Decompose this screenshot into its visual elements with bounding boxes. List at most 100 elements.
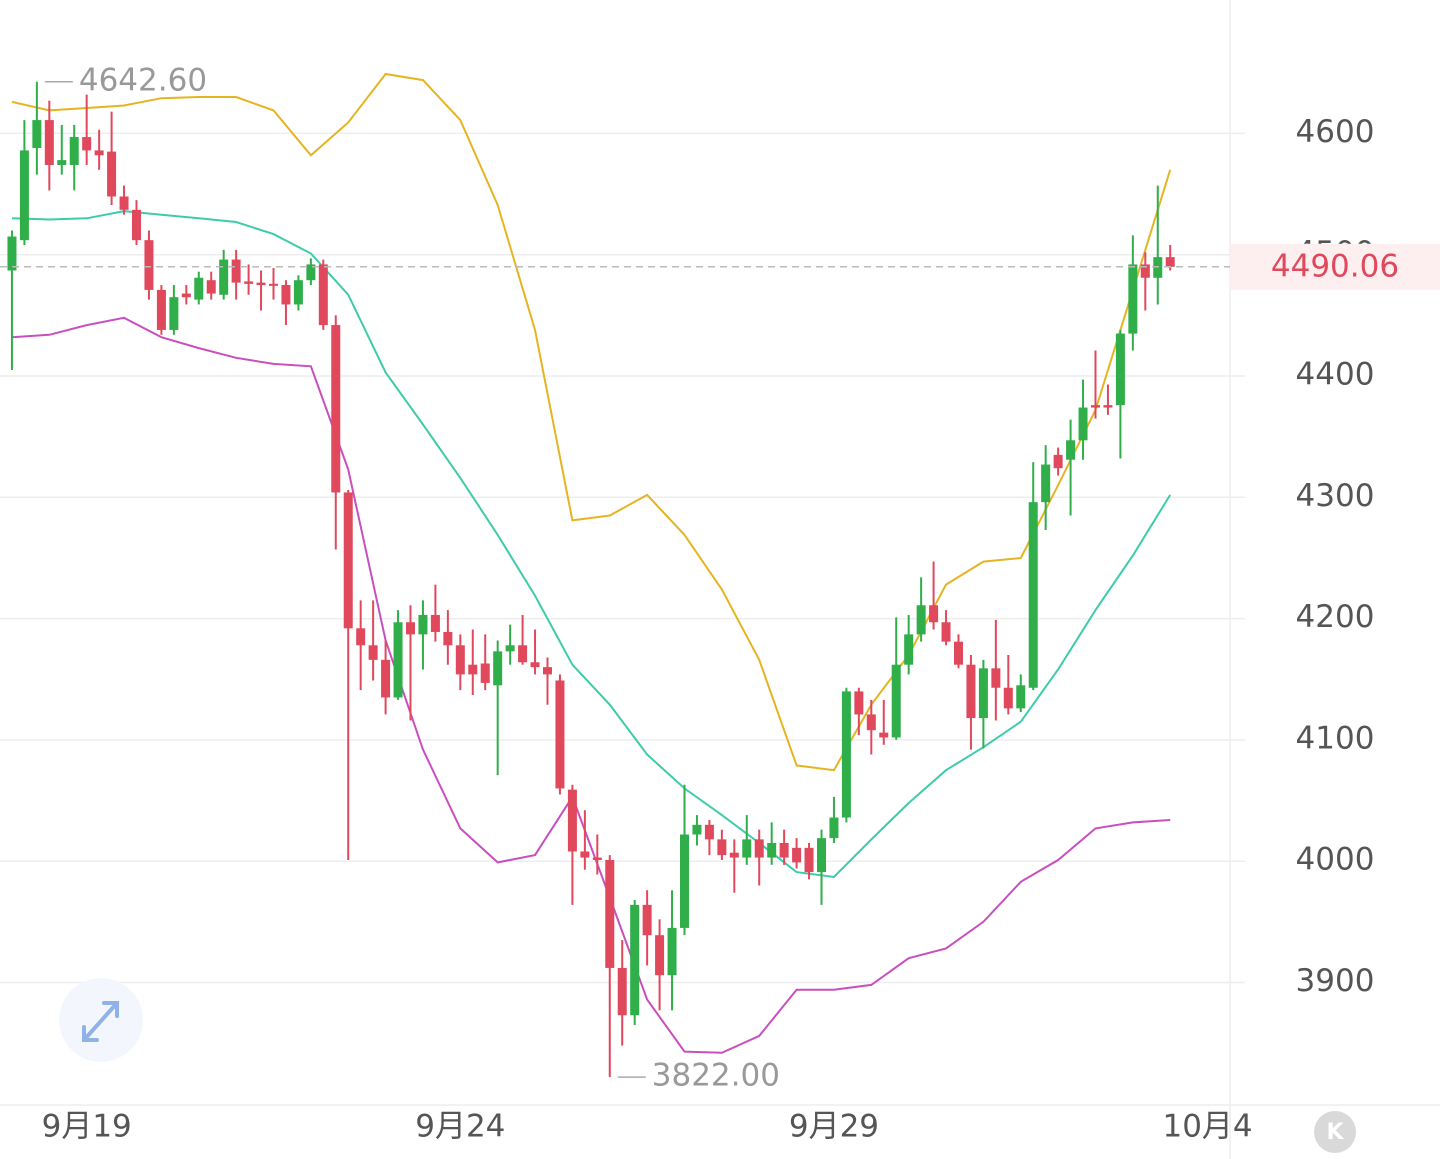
annotation-label: 3822.00 xyxy=(652,1058,780,1094)
candle-body xyxy=(879,732,889,738)
candle-body xyxy=(1078,407,1088,441)
candle-body xyxy=(1053,454,1063,469)
candle-body xyxy=(1028,502,1038,688)
svg-text:K: K xyxy=(1326,1120,1344,1145)
candle-body xyxy=(567,789,577,852)
candle-body xyxy=(592,857,602,860)
y-tick-label: 4000 xyxy=(1296,842,1375,878)
candle-body xyxy=(655,935,665,976)
y-tick-label: 3900 xyxy=(1296,963,1375,999)
candle-body xyxy=(306,264,316,281)
candle-body xyxy=(729,852,739,858)
candle-body xyxy=(717,839,727,856)
candle-body xyxy=(256,282,266,286)
x-tick-label: 9月24 xyxy=(415,1109,505,1145)
candle-body xyxy=(82,137,92,151)
candle-body xyxy=(1041,464,1051,503)
candle-body xyxy=(144,240,154,290)
candle-body xyxy=(929,605,939,623)
candle-body xyxy=(742,839,752,858)
candle-body xyxy=(642,904,652,936)
candle-body xyxy=(866,714,876,731)
candle-body xyxy=(393,622,403,698)
candle-body xyxy=(318,264,328,326)
candle-body xyxy=(443,631,453,646)
candle-body xyxy=(1066,440,1076,460)
candle-body xyxy=(978,668,988,719)
candle-body xyxy=(991,668,1001,688)
candle-body xyxy=(1090,405,1100,408)
candle-body xyxy=(530,662,540,668)
candle-body xyxy=(854,691,864,715)
candle-body xyxy=(244,281,254,284)
candle-body xyxy=(57,160,67,165)
candle-body xyxy=(169,297,179,330)
candle-body xyxy=(107,151,117,197)
candle-body xyxy=(468,664,478,675)
x-tick-label: 9月29 xyxy=(789,1109,879,1145)
candle-body xyxy=(480,663,490,683)
last-price-label: 4490.06 xyxy=(1271,248,1399,284)
candle-body xyxy=(966,664,976,719)
candle-body xyxy=(667,927,677,976)
candle-body xyxy=(1140,264,1150,278)
candle-body xyxy=(617,967,627,1016)
annotation-label: 4642.60 xyxy=(79,62,207,98)
band-line xyxy=(11,72,1172,772)
candle-body xyxy=(792,847,802,863)
candle-body xyxy=(368,645,378,660)
candle-body xyxy=(32,120,42,148)
last-price-box xyxy=(1230,243,1440,290)
candle-body xyxy=(194,277,204,300)
y-tick-label: 4200 xyxy=(1296,599,1375,635)
candle-body xyxy=(455,645,465,675)
candle-body xyxy=(19,150,29,241)
candle-body xyxy=(555,680,565,789)
y-tick-label: 4100 xyxy=(1296,720,1375,756)
candle-body xyxy=(119,196,129,210)
candle-body xyxy=(630,904,640,1016)
candle-body xyxy=(841,691,851,818)
candle-body xyxy=(692,824,702,835)
band-line xyxy=(11,316,1171,1054)
candle-body xyxy=(69,137,79,165)
candle-body xyxy=(1128,264,1138,334)
candle-body xyxy=(891,664,901,738)
band-line xyxy=(11,210,1172,879)
candle-body xyxy=(605,859,615,968)
candle-body xyxy=(1003,687,1013,709)
y-tick-label: 4600 xyxy=(1296,114,1375,150)
candle-body xyxy=(44,120,54,165)
y-tick-label: 4300 xyxy=(1296,478,1375,514)
k-button[interactable]: K xyxy=(1314,1111,1356,1153)
candle-body xyxy=(405,622,415,635)
candle-body xyxy=(293,280,303,305)
candle-body xyxy=(1016,685,1026,709)
candle-body xyxy=(704,824,714,840)
candle-body xyxy=(281,285,291,305)
expand-button[interactable] xyxy=(59,978,143,1062)
candle-body xyxy=(580,851,590,858)
candle-body xyxy=(331,325,341,493)
candle-body xyxy=(493,651,503,686)
candle-body xyxy=(231,259,241,283)
candle-body xyxy=(904,634,914,665)
candle-body xyxy=(430,614,440,632)
candle-body xyxy=(356,628,366,646)
y-tick-label: 4400 xyxy=(1296,357,1375,393)
candle-body xyxy=(779,843,789,858)
candle-body xyxy=(941,622,951,642)
candle-body xyxy=(206,280,216,294)
candle-body xyxy=(132,209,142,241)
candle-body xyxy=(418,614,428,635)
x-tick-label: 10月4 xyxy=(1162,1109,1252,1145)
candle-body xyxy=(343,492,353,629)
candle-body xyxy=(679,834,689,928)
candle-body xyxy=(94,150,104,156)
candle-body xyxy=(542,667,552,675)
candle-body xyxy=(916,605,926,635)
candle-body xyxy=(219,259,229,295)
candle-body xyxy=(804,847,814,873)
